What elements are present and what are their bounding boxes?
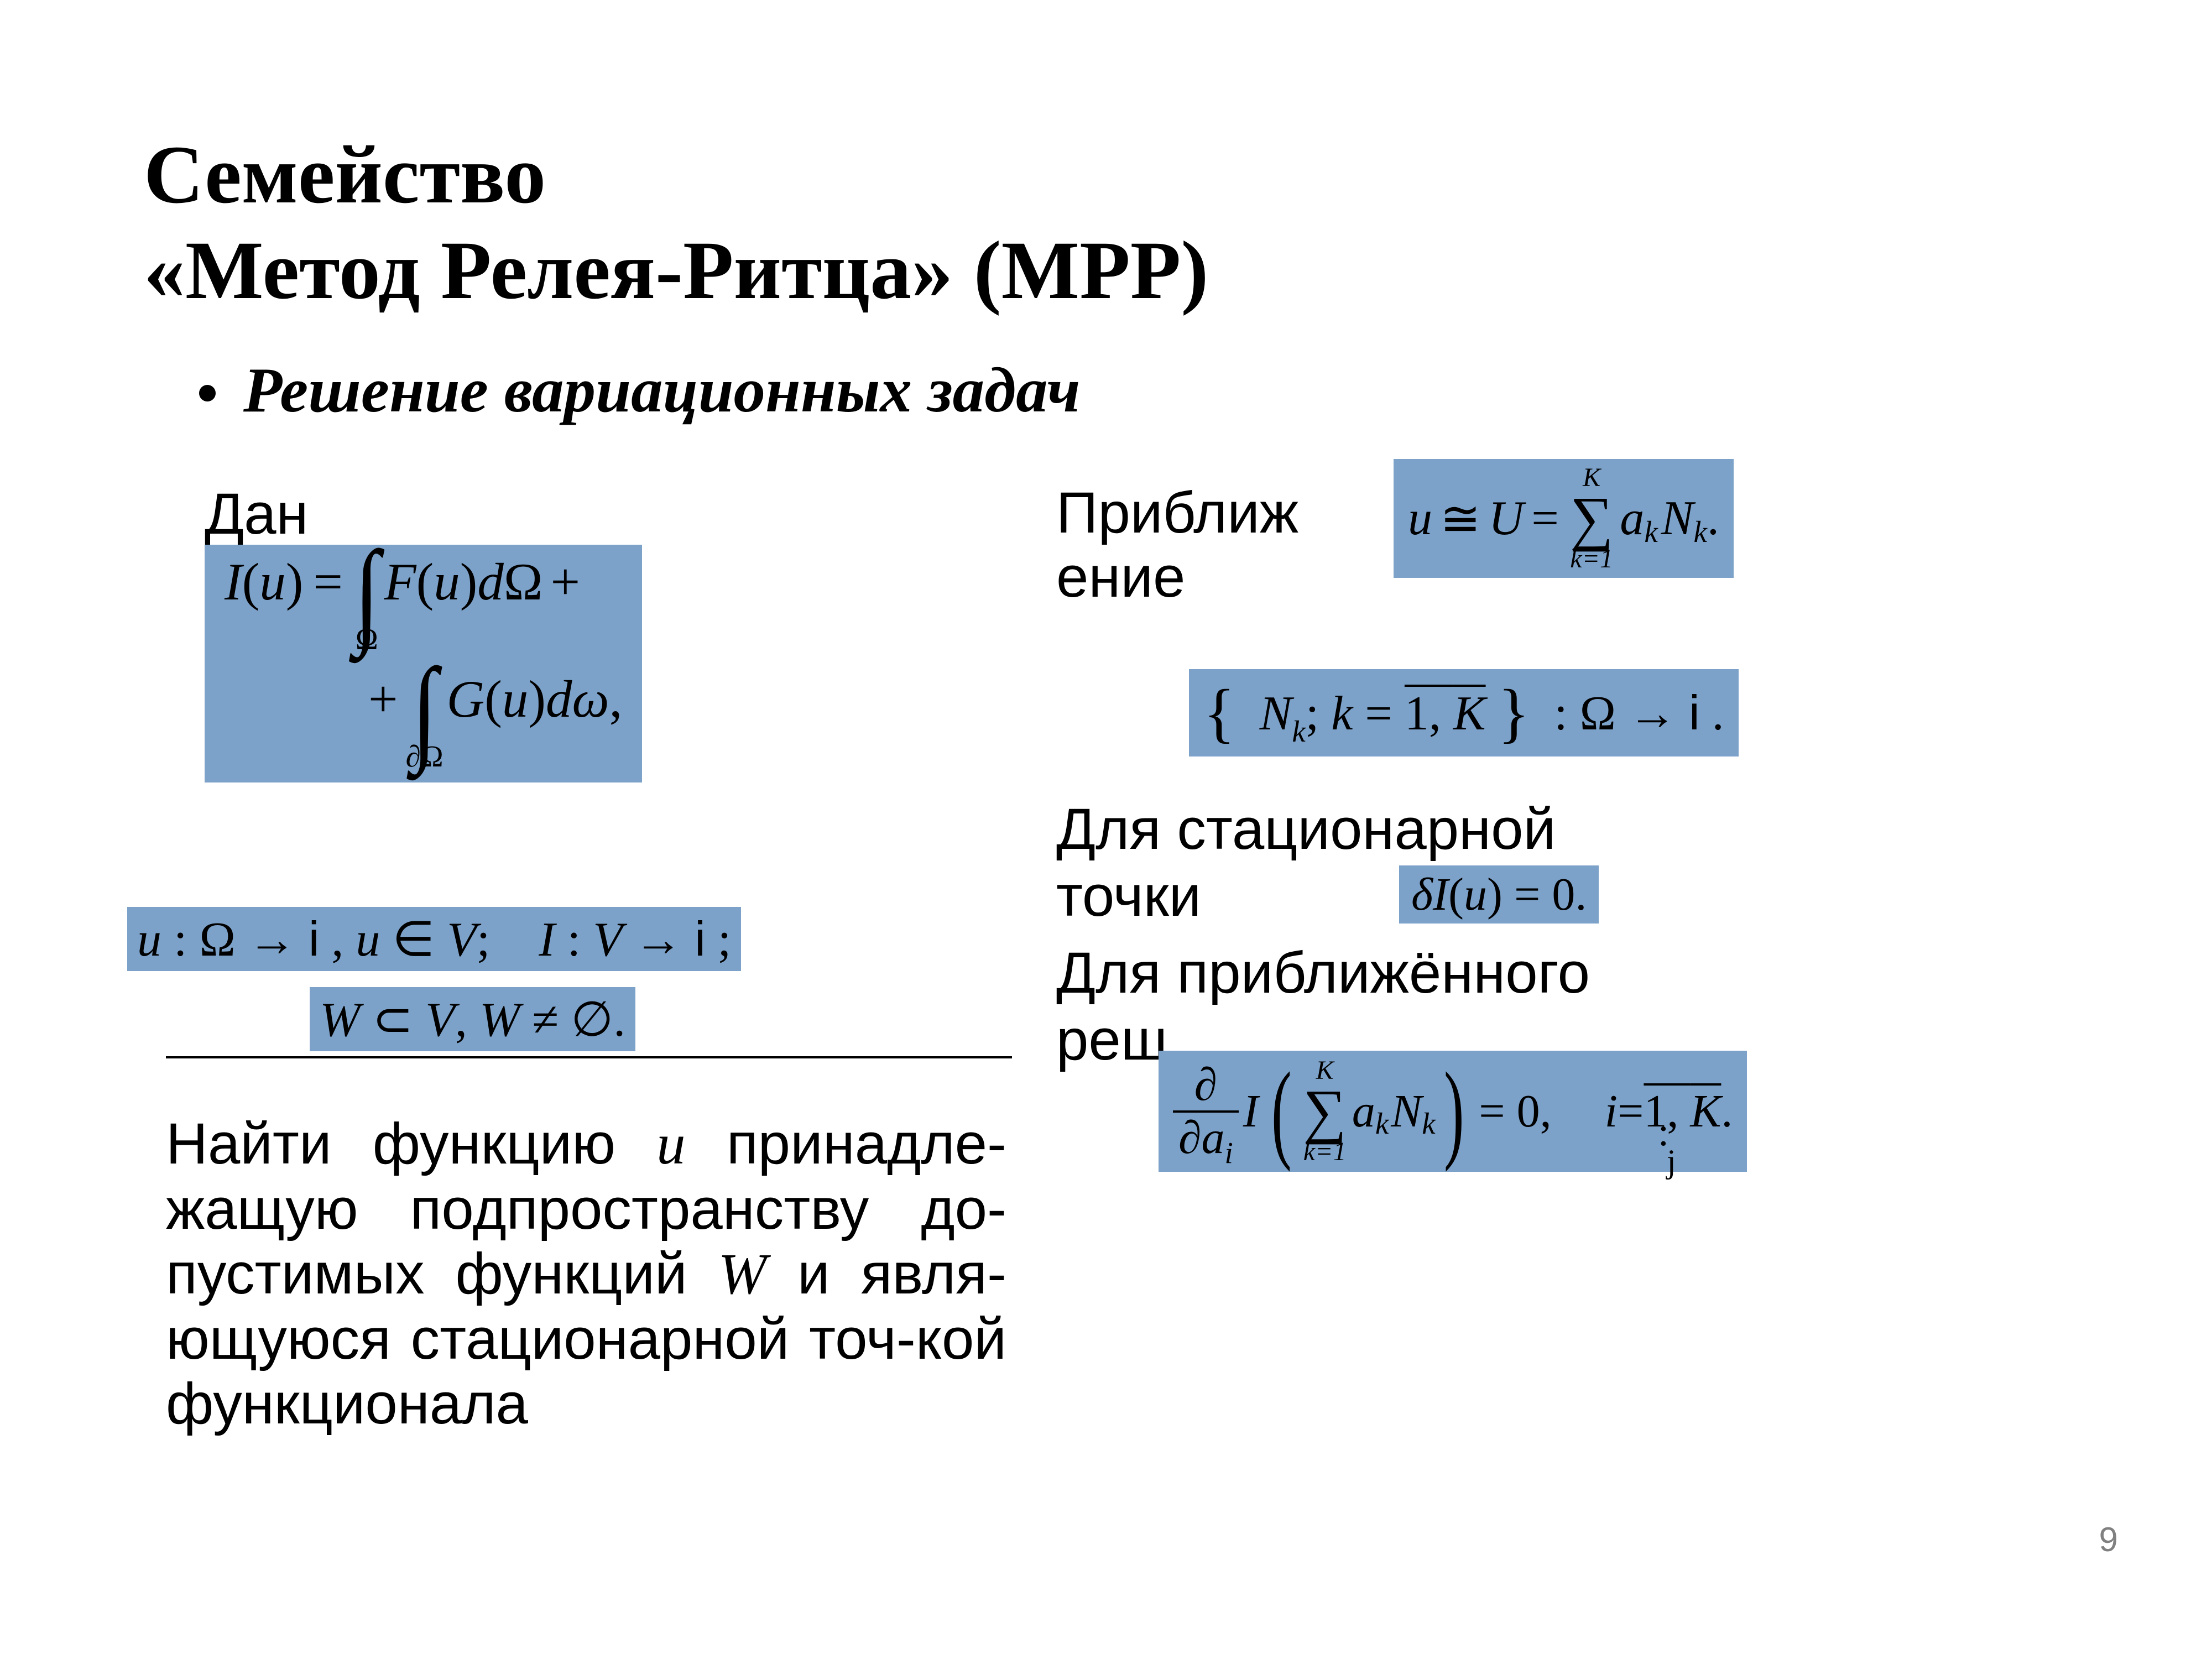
basis-equation-box: { Nk; k = 1, K } : Ω → і . — [1189, 669, 1739, 757]
domain-equation: u : Ω → і , u ∈ V; I : V → і ; — [137, 913, 731, 967]
basis-equation: { Nk; k = 1, K } : Ω → і . — [1203, 687, 1724, 740]
system-equation: ∂ ∂ai I ( K ∑ k=1 ak Nk ) = 0, i = 1, K. — [1173, 1057, 1733, 1165]
dano-label: Дан — [205, 481, 309, 547]
approximation-equation: u ≅ U = K ∑ k=1 ak Nk. — [1408, 465, 1719, 572]
bullet-item: Решение вариационных задач — [199, 354, 1081, 427]
subspace-equation: W ⊂ V, W ≠ ∅. — [320, 993, 625, 1047]
approximation-equation-box: u ≅ U = K ∑ k=1 ak Nk. — [1394, 459, 1734, 578]
title-line2: «Метод Релея-Ритца» (МРР) — [144, 225, 1208, 316]
problem-statement: Найти функцию u принадле-жащую подпростр… — [166, 1112, 1006, 1437]
subspace-equation-box: W ⊂ V, W ≠ ∅. — [310, 987, 635, 1051]
stray-colon: :ј — [1658, 1109, 1669, 1201]
stationary-equation: δI(u) = 0. — [1411, 869, 1587, 920]
bullet-icon — [199, 385, 216, 401]
approximation-label: Приближение — [1056, 481, 1366, 609]
functional-equation-box: I(u) = ∫ Ω F(u) dΩ + + ∫ ∂Ω G(u) dω, — [205, 545, 642, 782]
slide-title: Семейство «Метод Релея-Ритца» (МРР) — [144, 127, 1208, 318]
bullet-text: Решение вариационных задач — [243, 354, 1081, 427]
domain-equation-box: u : Ω → і , u ∈ V; I : V → і ; — [127, 907, 741, 971]
title-line1: Семейство — [144, 129, 546, 221]
page-number: 9 — [2099, 1520, 2118, 1559]
divider — [166, 1056, 1012, 1058]
stationary-equation-box: δI(u) = 0. — [1399, 865, 1599, 924]
functional-equation: I(u) = ∫ Ω F(u) dΩ + + ∫ ∂Ω G(u) dω, — [225, 555, 622, 773]
